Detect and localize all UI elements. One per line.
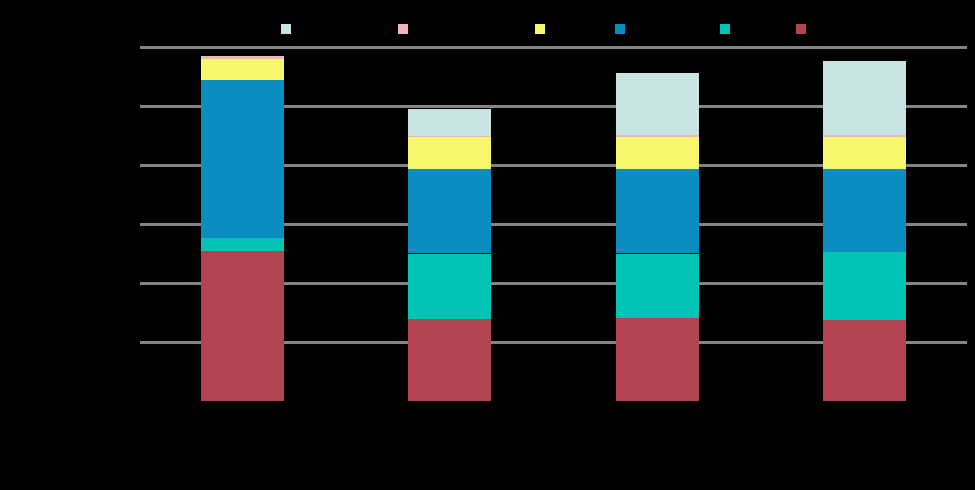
bar-segment-yellow-cat1 xyxy=(200,58,284,81)
bar-segment-pink-cat3 xyxy=(615,135,699,137)
bar-segment-yellow-cat4 xyxy=(823,136,906,170)
bar-segment-light-blue-cat3 xyxy=(615,73,699,136)
bar-segment-teal-cat2 xyxy=(408,253,491,319)
bar-segment-light-blue-cat2 xyxy=(408,109,491,136)
bar-segment-teal-cat4 xyxy=(823,252,906,320)
bar-segment-pink-cat4 xyxy=(823,135,906,137)
gridline xyxy=(140,222,967,226)
bar-segment-blue-cat2 xyxy=(408,169,491,254)
gridline xyxy=(140,45,967,49)
legend-item-teal xyxy=(720,24,734,34)
bar-segment-yellow-cat3 xyxy=(615,136,699,169)
bar-segment-red-cat4 xyxy=(823,319,906,401)
legend-swatch-pink xyxy=(398,24,408,34)
gridline xyxy=(140,340,967,344)
legend-swatch-yellow xyxy=(535,24,545,34)
bar-segment-light-blue-cat4 xyxy=(823,60,906,136)
legend-item-blue xyxy=(615,24,629,34)
bar-segment-yellow-cat2 xyxy=(408,137,491,170)
legend-swatch-red xyxy=(796,24,806,34)
legend-item-red xyxy=(796,24,810,34)
gridline xyxy=(140,281,967,285)
bar-segment-blue-cat3 xyxy=(615,168,699,254)
legend-item-light-blue xyxy=(281,24,295,34)
bar-segment-red-cat2 xyxy=(408,318,491,401)
bar-segment-red-cat1 xyxy=(200,251,284,401)
gridline xyxy=(140,104,967,108)
legend-item-yellow xyxy=(535,24,549,34)
bar-segment-teal-cat1 xyxy=(200,237,284,252)
legend-swatch-light-blue xyxy=(281,24,291,34)
bar-segment-teal-cat3 xyxy=(615,253,699,319)
bar-segment-pink-cat1 xyxy=(200,55,284,59)
legend-swatch-blue xyxy=(615,24,625,34)
bar-segment-blue-cat1 xyxy=(200,80,284,238)
bar-segment-red-cat3 xyxy=(615,318,699,401)
gridline xyxy=(140,163,967,167)
legend-swatch-teal xyxy=(720,24,730,34)
bar-segment-pink-cat2 xyxy=(408,135,491,138)
bar-segment-blue-cat4 xyxy=(823,169,906,253)
legend-item-pink xyxy=(398,24,412,34)
